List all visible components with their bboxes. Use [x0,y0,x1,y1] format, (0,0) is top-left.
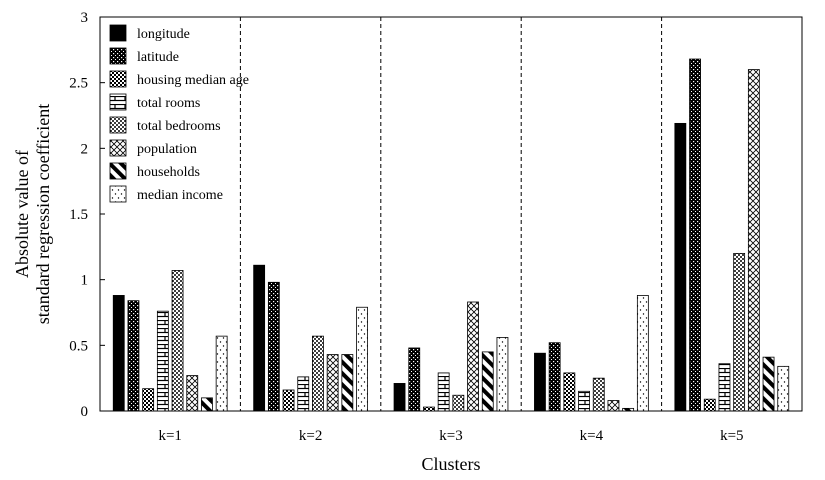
bar [408,347,421,412]
bar [142,388,155,412]
bar [622,407,635,412]
x-tick-label: k=1 [158,428,181,444]
bar [674,122,687,412]
bar [156,310,169,412]
bar [718,363,731,412]
bar [282,389,295,412]
legend-swatch [109,47,127,65]
bar [112,295,125,412]
bar [578,390,590,412]
bar [762,356,775,412]
y-tick-label: 0.5 [69,338,88,354]
legend-swatch [109,70,127,88]
bar [534,352,546,412]
legend-label: total bedrooms [137,119,221,134]
bar [312,335,324,412]
bar [341,354,354,412]
legend-label: population [137,142,197,157]
bar [297,376,310,412]
bar [548,342,561,412]
legend-swatch [109,162,127,180]
x-tick-label: k=5 [720,428,743,444]
bar [186,375,199,412]
legend-label: total rooms [137,96,200,111]
x-axis-title: Clusters [421,454,480,474]
y-tick-label: 3 [81,10,89,26]
bar [253,264,266,412]
bar [747,69,760,412]
legend-label: housing median age [137,73,249,88]
bar [215,335,228,412]
legend-swatch [109,185,127,203]
legend-label: latitude [137,50,179,65]
bar [636,295,649,412]
y-tick-label: 0 [81,404,89,420]
bar [127,300,140,412]
bar [703,398,716,412]
bar [452,394,465,412]
bar [689,58,701,412]
bar [733,252,746,412]
bar [437,372,450,412]
legend-label: longitude [137,27,190,42]
bar [423,406,435,412]
bar [201,397,213,412]
legend-label: median income [137,188,223,203]
legend-label: households [137,165,200,180]
bar [171,270,184,412]
bar [496,337,509,412]
bar [563,372,576,412]
y-tick-label: 1.5 [69,207,88,223]
bar [592,377,605,412]
legend-swatch [109,24,127,42]
legend-swatch [109,139,127,157]
bar [326,354,339,412]
x-tick-label: k=2 [299,428,322,444]
x-tick-label: k=4 [580,428,604,444]
y-tick-label: 1 [81,273,89,289]
bar [607,400,620,412]
y-axis-title-line: Absolute value of [12,150,32,278]
y-tick-label: 2 [81,141,89,157]
legend-swatch [109,116,127,134]
y-axis-title-line: standard regression coefficient [33,104,53,325]
bar [467,301,479,412]
x-tick-label: k=3 [439,428,462,444]
legend-swatch [109,93,127,111]
bar [267,281,280,412]
bar [393,383,406,412]
bar [356,306,368,412]
bar [481,351,494,412]
y-tick-label: 2.5 [69,76,88,92]
bar [777,365,790,412]
